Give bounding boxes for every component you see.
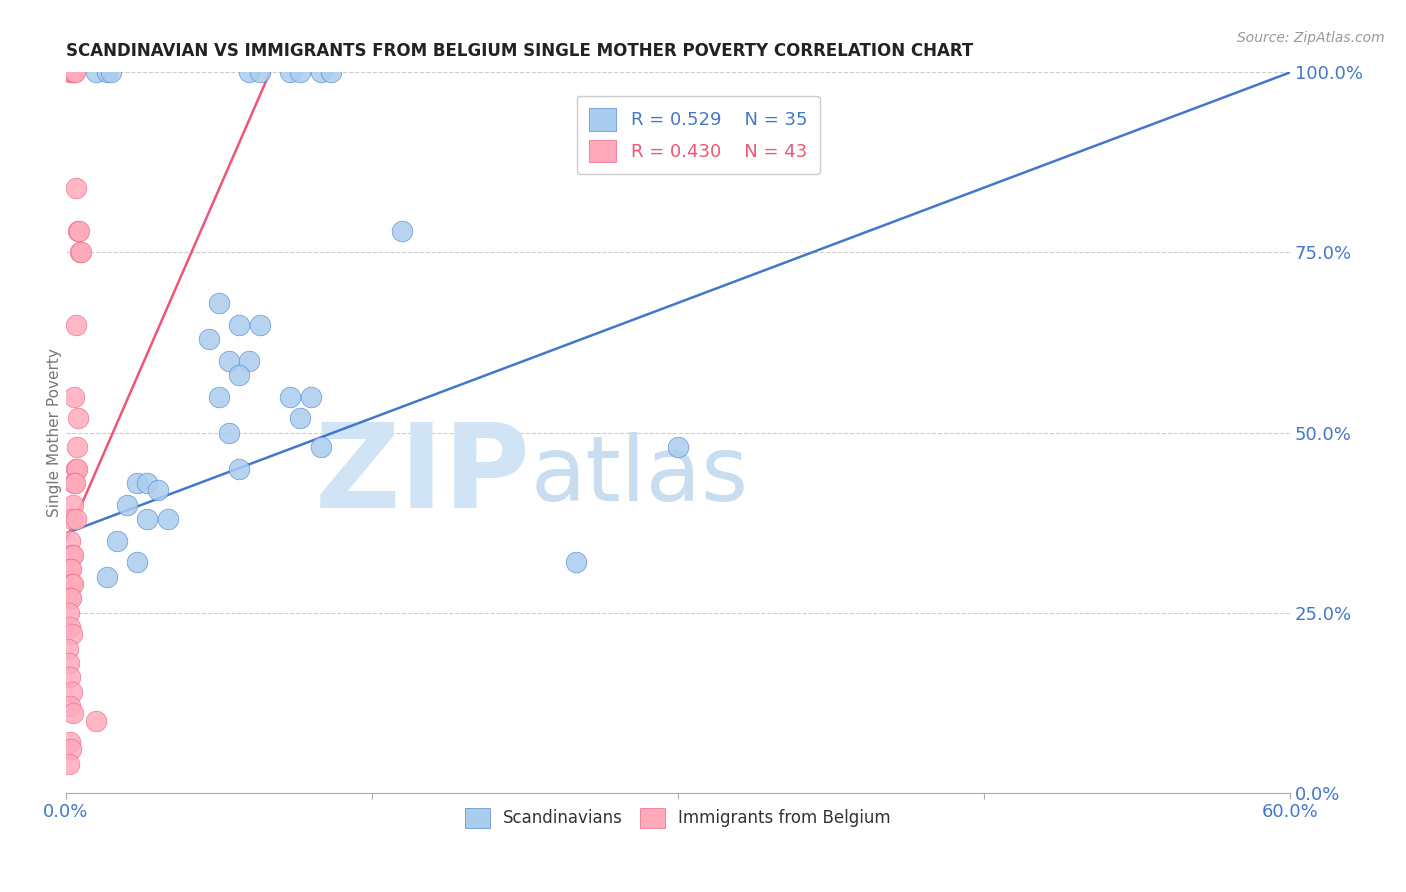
Point bbox=[666, 440, 689, 454]
Point bbox=[238, 65, 260, 79]
Point bbox=[59, 562, 82, 576]
Point bbox=[62, 576, 84, 591]
Point bbox=[299, 390, 322, 404]
Point bbox=[60, 548, 83, 562]
Point bbox=[96, 65, 118, 79]
Point bbox=[59, 65, 82, 79]
Point bbox=[218, 425, 240, 440]
Point bbox=[63, 390, 86, 404]
Point bbox=[63, 65, 86, 79]
Point bbox=[136, 512, 159, 526]
Point bbox=[278, 390, 301, 404]
Text: Source: ZipAtlas.com: Source: ZipAtlas.com bbox=[1237, 31, 1385, 45]
Y-axis label: Single Mother Poverty: Single Mother Poverty bbox=[48, 348, 62, 517]
Point bbox=[62, 548, 84, 562]
Point bbox=[67, 411, 90, 425]
Point bbox=[127, 475, 149, 490]
Point bbox=[146, 483, 169, 498]
Point bbox=[309, 65, 332, 79]
Point bbox=[58, 656, 80, 670]
Point bbox=[60, 512, 83, 526]
Point bbox=[156, 512, 179, 526]
Point bbox=[100, 65, 122, 79]
Text: ZIP: ZIP bbox=[315, 418, 531, 533]
Point bbox=[60, 576, 83, 591]
Point bbox=[319, 65, 342, 79]
Point bbox=[249, 65, 271, 79]
Point bbox=[58, 756, 80, 771]
Point bbox=[278, 65, 301, 79]
Point bbox=[56, 641, 79, 656]
Point bbox=[565, 555, 588, 569]
Point bbox=[96, 569, 118, 583]
Point bbox=[65, 512, 87, 526]
Point bbox=[309, 440, 332, 454]
Point bbox=[228, 368, 250, 382]
Point bbox=[197, 332, 219, 346]
Point bbox=[63, 65, 86, 79]
Legend: Scandinavians, Immigrants from Belgium: Scandinavians, Immigrants from Belgium bbox=[458, 801, 897, 835]
Point bbox=[65, 461, 87, 475]
Point bbox=[67, 224, 90, 238]
Point bbox=[59, 562, 82, 576]
Point bbox=[70, 245, 93, 260]
Point bbox=[69, 245, 91, 260]
Point bbox=[59, 620, 82, 634]
Text: SCANDINAVIAN VS IMMIGRANTS FROM BELGIUM SINGLE MOTHER POVERTY CORRELATION CHART: SCANDINAVIAN VS IMMIGRANTS FROM BELGIUM … bbox=[66, 42, 973, 60]
Point bbox=[62, 65, 84, 79]
Point bbox=[65, 180, 87, 194]
Point bbox=[115, 498, 138, 512]
Point bbox=[228, 461, 250, 475]
Point bbox=[290, 65, 312, 79]
Point bbox=[86, 714, 108, 728]
Point bbox=[59, 742, 82, 756]
Point bbox=[136, 475, 159, 490]
Point bbox=[59, 591, 82, 606]
Point bbox=[60, 65, 83, 79]
Point bbox=[63, 475, 86, 490]
Point bbox=[58, 606, 80, 620]
Point bbox=[208, 296, 231, 310]
Point bbox=[59, 699, 82, 714]
Point bbox=[127, 555, 149, 569]
Point bbox=[218, 353, 240, 368]
Point bbox=[66, 440, 89, 454]
Point bbox=[391, 224, 413, 238]
Point bbox=[62, 706, 84, 721]
Point bbox=[249, 318, 271, 332]
Point bbox=[59, 533, 82, 548]
Point bbox=[62, 498, 84, 512]
Point bbox=[60, 685, 83, 699]
Point bbox=[65, 318, 87, 332]
Point bbox=[105, 533, 128, 548]
Point bbox=[59, 735, 82, 749]
Point bbox=[208, 390, 231, 404]
Text: atlas: atlas bbox=[531, 432, 749, 520]
Point bbox=[59, 670, 82, 684]
Point bbox=[60, 627, 83, 641]
Point bbox=[59, 591, 82, 606]
Point bbox=[228, 318, 250, 332]
Point bbox=[67, 224, 90, 238]
Point bbox=[63, 475, 86, 490]
Point bbox=[290, 411, 312, 425]
Point bbox=[66, 461, 89, 475]
Point bbox=[86, 65, 108, 79]
Point bbox=[238, 353, 260, 368]
